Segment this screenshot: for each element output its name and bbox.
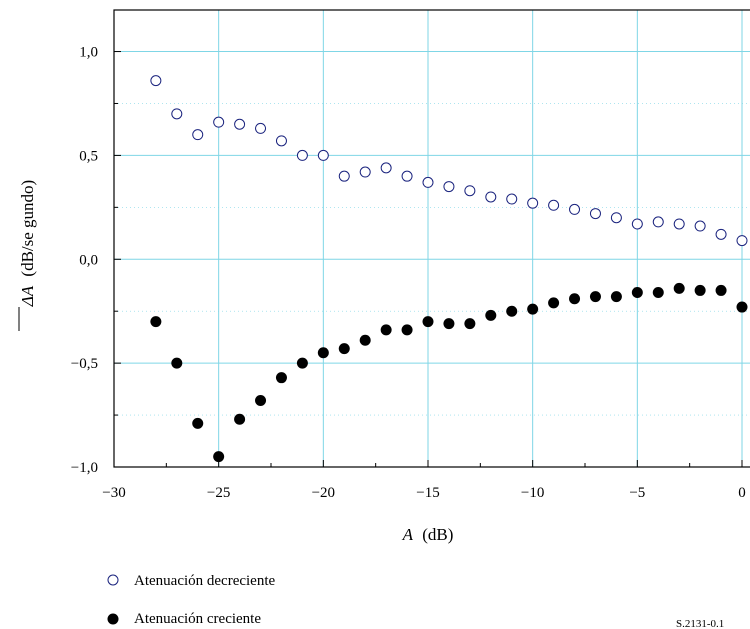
point-decreasing-2 [192, 129, 204, 141]
point-increasing-16 [485, 309, 497, 321]
point-increasing-3 [213, 451, 225, 463]
point-decreasing-7 [296, 149, 308, 161]
point-increasing-5 [255, 395, 267, 407]
point-decreasing-4 [234, 118, 246, 130]
point-decreasing-0 [150, 75, 162, 87]
point-decreasing-6 [275, 135, 287, 147]
point-decreasing-13 [422, 176, 434, 188]
point-increasing-2 [192, 417, 204, 429]
point-decreasing-19 [548, 199, 560, 211]
point-decreasing-25 [673, 218, 685, 230]
point-decreasing-5 [255, 122, 267, 134]
point-decreasing-27 [715, 228, 727, 240]
x-axis-unit: (dB) [422, 525, 453, 544]
y-axis-variable: ΔA [18, 285, 37, 307]
point-decreasing-1 [171, 108, 183, 120]
legend-open-circle-marker [107, 574, 119, 586]
point-increasing-15 [464, 318, 476, 330]
point-increasing-1 [171, 357, 183, 369]
x-axis-ticks: −30 −25 −20 −15 −10 −5 0 [102, 460, 746, 501]
y-axis-ticks: −1,0 −0,5 0,0 0,5 1,0 [71, 45, 121, 476]
point-increasing-10 [359, 334, 371, 346]
figure-reference: S.2131-0.1 [676, 618, 724, 629]
point-increasing-20 [569, 293, 581, 305]
point-decreasing-28 [736, 235, 748, 247]
point-increasing-19 [548, 297, 560, 309]
legend: Atenuación decreciente Atenuación crecie… [107, 573, 276, 627]
point-decreasing-11 [380, 162, 392, 174]
point-decreasing-3 [213, 116, 225, 128]
point-decreasing-14 [443, 181, 455, 193]
x-tick-label-0: −30 [102, 485, 125, 501]
point-increasing-11 [380, 324, 392, 336]
y-tick-label-4: 1,0 [79, 45, 98, 61]
point-decreasing-20 [569, 203, 581, 215]
point-increasing-8 [317, 347, 329, 359]
point-increasing-14 [443, 318, 455, 330]
point-increasing-28 [736, 301, 748, 313]
x-tick-label-6: 0 [738, 485, 746, 501]
x-tick-label-3: −15 [416, 485, 439, 501]
point-increasing-25 [673, 282, 685, 294]
point-decreasing-21 [589, 208, 601, 220]
point-decreasing-8 [317, 149, 329, 161]
y-tick-label-0: −1,0 [71, 460, 98, 476]
x-tick-label-4: −10 [521, 485, 544, 501]
plot-frame [113, 9, 750, 468]
point-decreasing-9 [338, 170, 350, 182]
legend-filled-circle-marker [107, 613, 119, 625]
point-decreasing-24 [652, 216, 664, 228]
y-axis-unit: (dB/se gundo) [18, 180, 37, 277]
point-decreasing-23 [631, 218, 643, 230]
point-decreasing-17 [506, 193, 518, 205]
x-tick-label-2: −20 [312, 485, 335, 501]
point-decreasing-18 [527, 197, 539, 209]
x-tick-label-5: −5 [629, 485, 645, 501]
minor-ticks [114, 102, 691, 467]
point-increasing-17 [506, 305, 518, 317]
point-decreasing-15 [464, 185, 476, 197]
point-increasing-18 [527, 303, 539, 315]
point-increasing-21 [589, 291, 601, 303]
point-increasing-13 [422, 316, 434, 328]
point-increasing-26 [694, 284, 706, 296]
point-increasing-27 [715, 284, 727, 296]
x-axis-title: A (dB) [402, 525, 454, 544]
point-increasing-23 [631, 287, 643, 299]
y-tick-label-3: 0,5 [79, 148, 98, 164]
point-increasing-24 [652, 287, 664, 299]
x-tick-label-1: −25 [207, 485, 230, 501]
y-tick-label-1: −0,5 [71, 356, 98, 372]
point-increasing-9 [338, 343, 350, 355]
y-tick-label-2: 0,0 [79, 252, 98, 268]
point-decreasing-12 [401, 170, 413, 182]
point-increasing-4 [234, 413, 246, 425]
data-points [150, 75, 748, 463]
point-decreasing-16 [485, 191, 497, 203]
x-axis-variable: A [402, 525, 414, 544]
grid [114, 10, 750, 467]
point-decreasing-10 [359, 166, 371, 178]
point-increasing-22 [610, 291, 622, 303]
point-increasing-7 [296, 357, 308, 369]
point-decreasing-22 [610, 212, 622, 224]
y-axis-title: ΔA (dB/se gundo) [18, 180, 37, 307]
legend-label-decreasing: Atenuación decreciente [134, 573, 276, 589]
point-decreasing-26 [694, 220, 706, 232]
legend-label-increasing: Atenuación creciente [134, 611, 261, 627]
point-increasing-0 [150, 316, 162, 328]
y-axis-title-group: ΔA (dB/se gundo) [18, 180, 37, 331]
point-increasing-6 [275, 372, 287, 384]
point-increasing-12 [401, 324, 413, 336]
